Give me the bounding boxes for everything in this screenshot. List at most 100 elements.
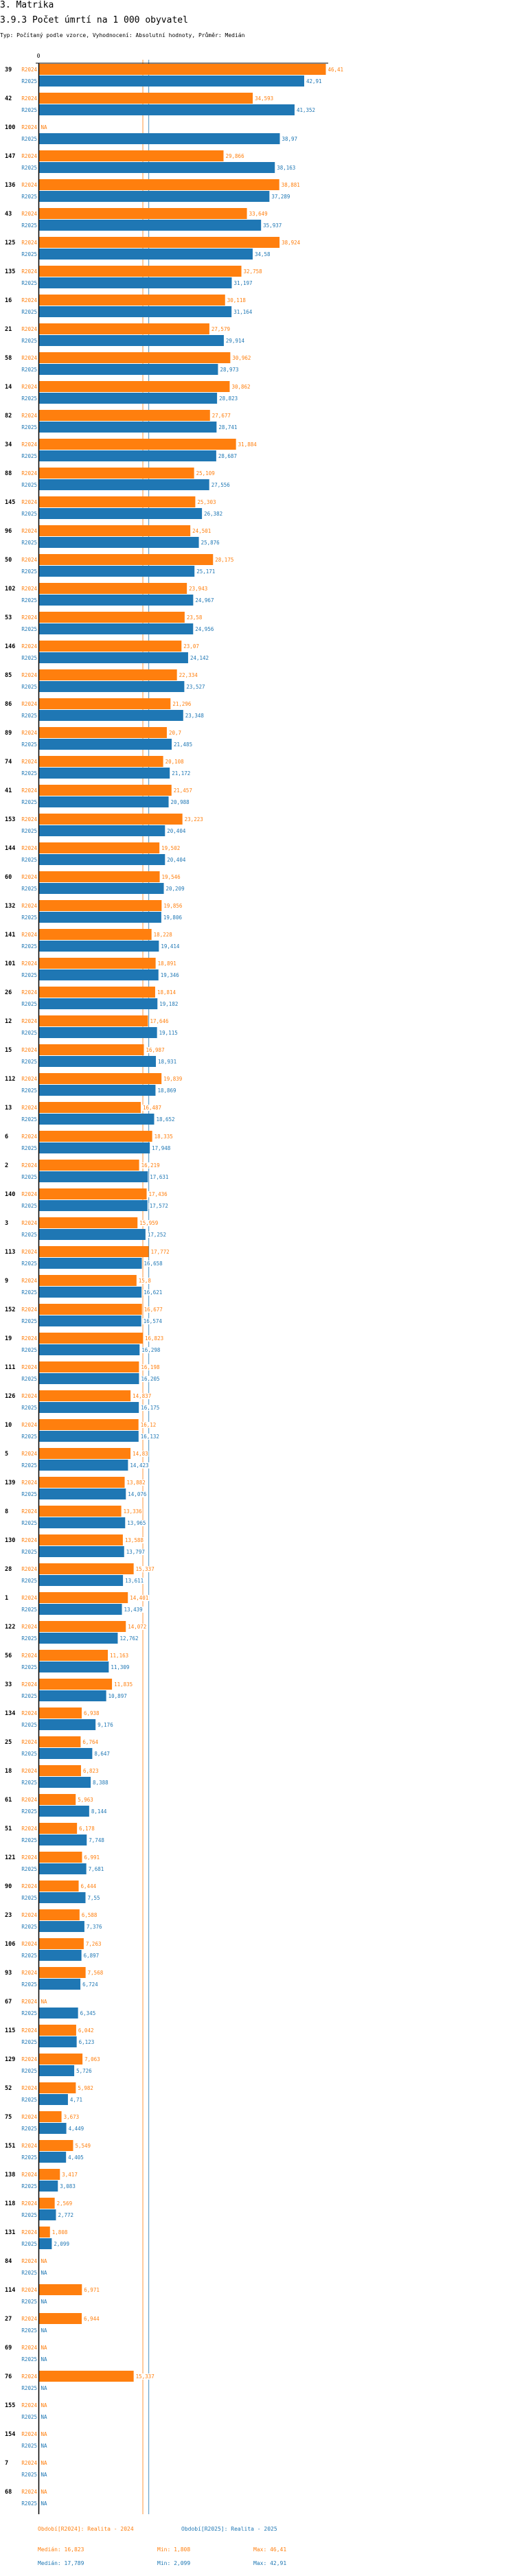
value-label-bg	[253, 251, 271, 257]
value-label-r2024: 27,579	[211, 326, 230, 332]
value-label-r2025: 20,404	[167, 857, 186, 863]
value-label-bg	[67, 2154, 84, 2161]
value-label-bg	[140, 1162, 161, 1169]
value-label-r2025: 21,172	[172, 770, 190, 777]
bar-r2025	[38, 768, 170, 779]
value-label-bg	[40, 2472, 48, 2478]
value-label-r2025: 27,556	[211, 482, 231, 488]
value-label-r2025: 20,988	[171, 799, 190, 805]
bar-r2025	[38, 1315, 141, 1326]
series-label-r2024: R2024	[21, 961, 37, 967]
value-label-bg	[135, 2373, 155, 2380]
value-label-r2025: 38,163	[277, 165, 295, 171]
bar-r2025	[38, 1258, 142, 1269]
series-label-r2025: R2025	[21, 1347, 37, 1353]
category-label: 1	[5, 1595, 8, 1602]
series-label-r2024: R2024	[21, 153, 37, 159]
category-label: 67	[5, 1999, 12, 2005]
value-label-r2025: 17,572	[150, 1203, 168, 1209]
bar-r2025	[38, 1373, 139, 1384]
value-label-r2024: 18,891	[158, 961, 176, 967]
series-label-r2024: R2024	[21, 1999, 37, 2005]
bar-r2025	[38, 1488, 126, 1499]
series-label-r2025: R2025	[21, 2241, 37, 2247]
value-label-r2025: 16,298	[141, 1347, 161, 1353]
category-label: 131	[5, 2229, 15, 2236]
value-label-r2024: 15,337	[136, 1566, 154, 1572]
series-label-r2025: R2025	[21, 1232, 37, 1238]
value-label-r2024: 5,963	[78, 1797, 93, 1803]
value-label-bg	[194, 597, 215, 603]
bar-r2025	[38, 306, 232, 317]
value-label-r2025: 16,175	[141, 1405, 159, 1411]
value-label-r2025: 25,171	[196, 568, 215, 575]
series-label-r2024: R2024	[21, 903, 37, 909]
series-label-r2024: R2024	[21, 1624, 37, 1630]
value-label-bg	[125, 1549, 146, 1555]
category-label: 10	[5, 1422, 12, 1429]
series-label-r2024: R2024	[21, 1912, 37, 1918]
value-label-r2025: 28,973	[220, 367, 238, 373]
series-label-r2024: R2024	[21, 643, 37, 649]
series-label-r2024: R2024	[21, 1768, 37, 1774]
value-label-bg	[129, 1595, 150, 1601]
bar-r2025	[38, 220, 262, 231]
category-label: 106	[5, 1941, 15, 1948]
category-label: 144	[5, 845, 15, 852]
value-label-bg	[109, 1653, 130, 1659]
value-label-bg	[140, 1364, 161, 1370]
bar-r2025	[38, 1575, 124, 1586]
category-label: 155	[5, 2402, 15, 2409]
series-label-r2025: R2025	[21, 1376, 37, 1382]
value-label-r2024: 6,588	[82, 1912, 98, 1918]
series-label-r2024: R2024	[21, 730, 37, 736]
series-label-r2024: R2024	[21, 2431, 37, 2437]
value-label-r2024: 6,991	[84, 1854, 100, 1861]
value-label-bg	[171, 770, 192, 777]
value-label-bg	[231, 355, 252, 361]
category-label: 129	[5, 2056, 15, 2063]
series-label-r2025: R2025	[21, 280, 37, 286]
value-label-bg	[84, 1941, 102, 1947]
value-label-r2024: 16,823	[145, 1335, 163, 1342]
bar-r2025	[38, 393, 218, 404]
bar-r2024	[38, 1534, 123, 1545]
series-label-r2024: R2024	[21, 2143, 37, 2149]
value-label-bg	[157, 1059, 178, 1065]
value-label-bg	[160, 943, 181, 950]
value-label-r2024: 32,758	[244, 268, 263, 275]
series-label-r2024: R2024	[21, 1451, 37, 1457]
value-label-r2024: 5,549	[75, 2143, 91, 2149]
series-label-r2025: R2025	[21, 482, 37, 488]
value-label-r2024: 19,839	[163, 1076, 182, 1082]
value-label-r2024: 2,569	[57, 2200, 73, 2207]
bar-r2024	[38, 150, 224, 161]
value-label-r2024: 20,7	[169, 730, 181, 736]
value-label-r2025: 13,439	[124, 1607, 143, 1613]
bar-r2024	[38, 1592, 128, 1603]
value-label-r2025: 6,897	[84, 1953, 100, 1959]
series-label-r2025: R2025	[21, 886, 37, 892]
bar-r2025	[38, 969, 159, 980]
bar-r2024	[38, 1188, 147, 1199]
value-label-r2025: 7,681	[89, 1866, 104, 1872]
category-label: 134	[5, 1710, 15, 1717]
series-label-r2024: R2024	[21, 2373, 37, 2380]
bar-r2025	[38, 1200, 148, 1211]
bar-r2024	[38, 525, 191, 536]
value-label-bg	[124, 1537, 144, 1543]
category-label: 74	[5, 759, 12, 766]
bar-r2025	[38, 2036, 77, 2047]
series-label-r2024: R2024	[21, 1681, 37, 1688]
bar-r2025	[38, 2094, 68, 2105]
series-label-r2024: R2024	[21, 1018, 37, 1024]
value-label-r2025: 21,485	[174, 741, 192, 748]
bar-r2025	[38, 1517, 126, 1528]
value-label-r2024: 27,677	[212, 413, 231, 419]
bar-r2024	[38, 295, 225, 306]
series-label-r2024: R2024	[21, 2316, 37, 2322]
category-label: 146	[5, 643, 15, 650]
bar-r2024	[38, 1477, 125, 1488]
value-label-bg	[80, 1883, 98, 1889]
value-label-bg	[217, 453, 238, 459]
